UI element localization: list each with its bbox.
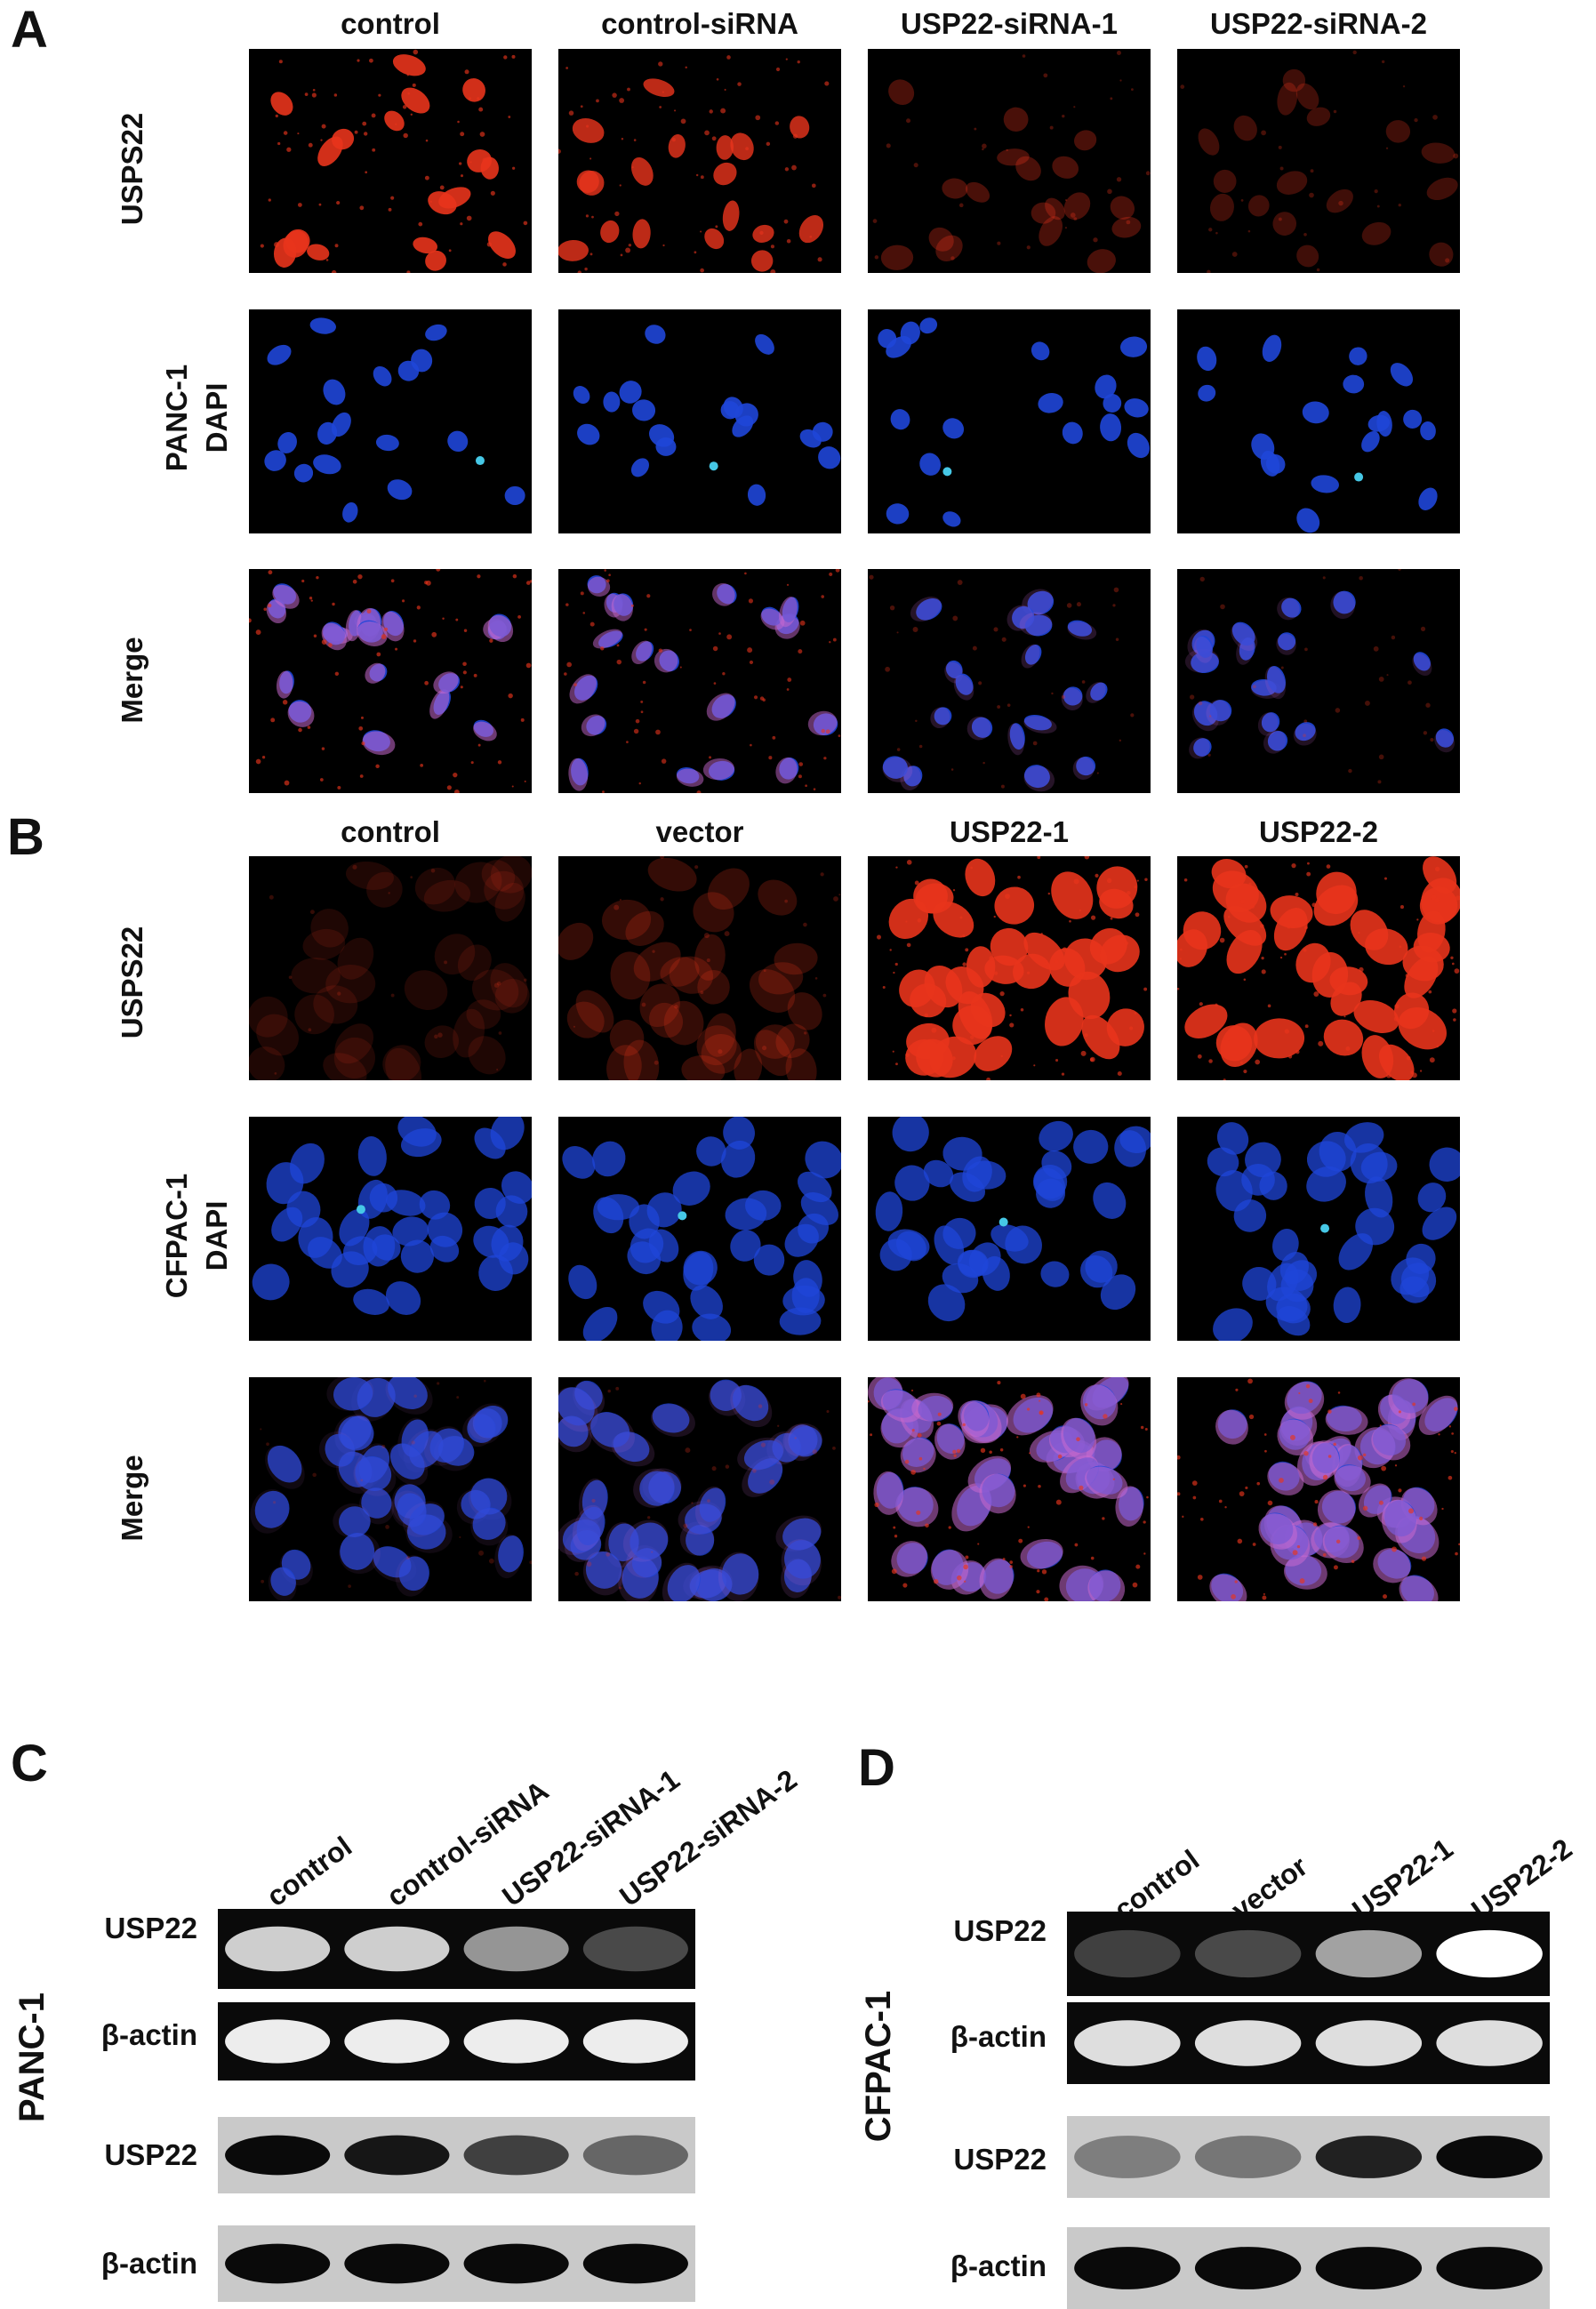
panel-a-merge-micrograph <box>249 569 532 793</box>
panel-d-blot-label: USP22 <box>953 2143 1047 2176</box>
panel-b-merge-micrograph <box>1177 1377 1460 1601</box>
panel-b-merge-micrograph <box>558 1377 841 1601</box>
band <box>1194 2247 1302 2289</box>
panel-a-row-label: Merge <box>116 637 148 724</box>
panel-d-blot-label: β-actin <box>950 2249 1047 2282</box>
panel-c-side-label: PANC-1 <box>12 1992 52 2122</box>
panel-a-col-header: USP22-siRNA-1 <box>901 7 1118 40</box>
band <box>463 2135 569 2176</box>
panel-b-row-label: DAPI <box>200 1200 233 1271</box>
panel-c-lane-label: control <box>261 1830 358 1913</box>
band <box>1436 2247 1543 2289</box>
panel-d-label: D <box>858 1739 895 1797</box>
panel-b-usp22-micrograph <box>558 856 841 1080</box>
panel-b-dapi-micrograph <box>868 1117 1151 1341</box>
panel-d-blot-label: β-actin <box>950 2020 1047 2053</box>
panel-a-usp22-micrograph <box>1177 49 1460 273</box>
band <box>225 1926 331 1972</box>
panel-c-blot-label: β-actin <box>100 2247 197 2280</box>
band <box>1074 2020 1181 2066</box>
panel-c-usp22-western-blot <box>218 2117 695 2193</box>
panel-b-dapi-micrograph <box>1177 1117 1460 1341</box>
band <box>344 2135 450 2176</box>
panel-d-usp22-western-blot <box>1067 2116 1550 2198</box>
band <box>1436 2136 1543 2178</box>
panel-c-actin-western-blot <box>218 2225 695 2302</box>
panel-b-col-header: vector <box>655 815 744 848</box>
band <box>225 2019 331 2064</box>
band <box>1315 1929 1423 1978</box>
panel-a-col-header: control <box>341 7 440 40</box>
panel-c-blot-label: USP22 <box>104 1912 197 1944</box>
panel-a-dapi-micrograph <box>249 309 532 533</box>
band <box>1315 2247 1423 2289</box>
band <box>225 2135 331 2176</box>
band <box>1315 2020 1423 2066</box>
band <box>1436 2020 1543 2066</box>
panel-b-dapi-micrograph <box>249 1117 532 1341</box>
band <box>582 1926 688 1972</box>
panel-d-blot-label: USP22 <box>953 1914 1047 1947</box>
band <box>1074 2136 1181 2178</box>
panel-b-row-label: Merge <box>116 1455 148 1542</box>
band <box>1194 2136 1302 2178</box>
panel-a-dapi-micrograph <box>558 309 841 533</box>
panel-c-usp22-rtpcr-gel <box>218 1909 695 1989</box>
panel-b-col-header: USP22-1 <box>950 815 1069 848</box>
band <box>1074 1929 1181 1978</box>
panel-b-dapi-micrograph <box>558 1117 841 1341</box>
panel-a-merge-micrograph <box>1177 569 1460 793</box>
band <box>344 2243 450 2284</box>
panel-a-merge-micrograph <box>558 569 841 793</box>
band <box>344 1926 450 1972</box>
panel-a-usp22-micrograph <box>558 49 841 273</box>
panel-d-actin-rtpcr-gel <box>1067 2002 1550 2084</box>
band <box>344 2019 450 2064</box>
panel-b-col-header: control <box>341 815 440 848</box>
panel-c-blot-label: USP22 <box>104 2138 197 2171</box>
panel-d-actin-western-blot <box>1067 2227 1550 2309</box>
panel-b-col-header: USP22-2 <box>1259 815 1378 848</box>
panel-d-usp22-rtpcr-gel <box>1067 1912 1550 1996</box>
panel-a-label: A <box>11 1 48 59</box>
band <box>463 1926 569 1972</box>
band <box>582 2019 688 2064</box>
panel-b-usp22-micrograph <box>249 856 532 1080</box>
panel-a-usp22-micrograph <box>249 49 532 273</box>
panel-b-row-label: USPS22 <box>116 926 148 1039</box>
panel-b-usp22-micrograph <box>868 856 1151 1080</box>
panel-a-dapi-micrograph <box>1177 309 1460 533</box>
panel-b-row-label: CFPAC-1 <box>160 1173 193 1299</box>
panel-a-row-label: DAPI <box>200 382 233 453</box>
band <box>582 2135 688 2176</box>
panel-a-merge-micrograph <box>868 569 1151 793</box>
band <box>582 2243 688 2284</box>
panel-a-dapi-micrograph <box>868 309 1151 533</box>
panel-b-usp22-micrograph <box>1177 856 1460 1080</box>
panel-a-row-label: PANC-1 <box>160 364 193 472</box>
band <box>1315 2136 1423 2178</box>
band <box>225 2243 331 2284</box>
band <box>1194 2020 1302 2066</box>
panel-b-merge-micrograph <box>249 1377 532 1601</box>
band <box>1074 2247 1181 2289</box>
panel-a-usp22-micrograph <box>868 49 1151 273</box>
band <box>1436 1929 1543 1978</box>
band <box>463 2243 569 2284</box>
panel-b-merge-micrograph <box>868 1377 1151 1601</box>
panel-c-blot-label: β-actin <box>100 2018 197 2051</box>
panel-b-label: B <box>7 808 44 866</box>
panel-a-col-header: control-siRNA <box>601 7 798 40</box>
panel-a-col-header: USP22-siRNA-2 <box>1210 7 1427 40</box>
panel-a-row-label: USPS22 <box>116 112 148 226</box>
band <box>463 2019 569 2064</box>
band <box>1194 1929 1302 1978</box>
panel-c-actin-rtpcr-gel <box>218 2002 695 2081</box>
panel-c-label: C <box>11 1735 48 1792</box>
